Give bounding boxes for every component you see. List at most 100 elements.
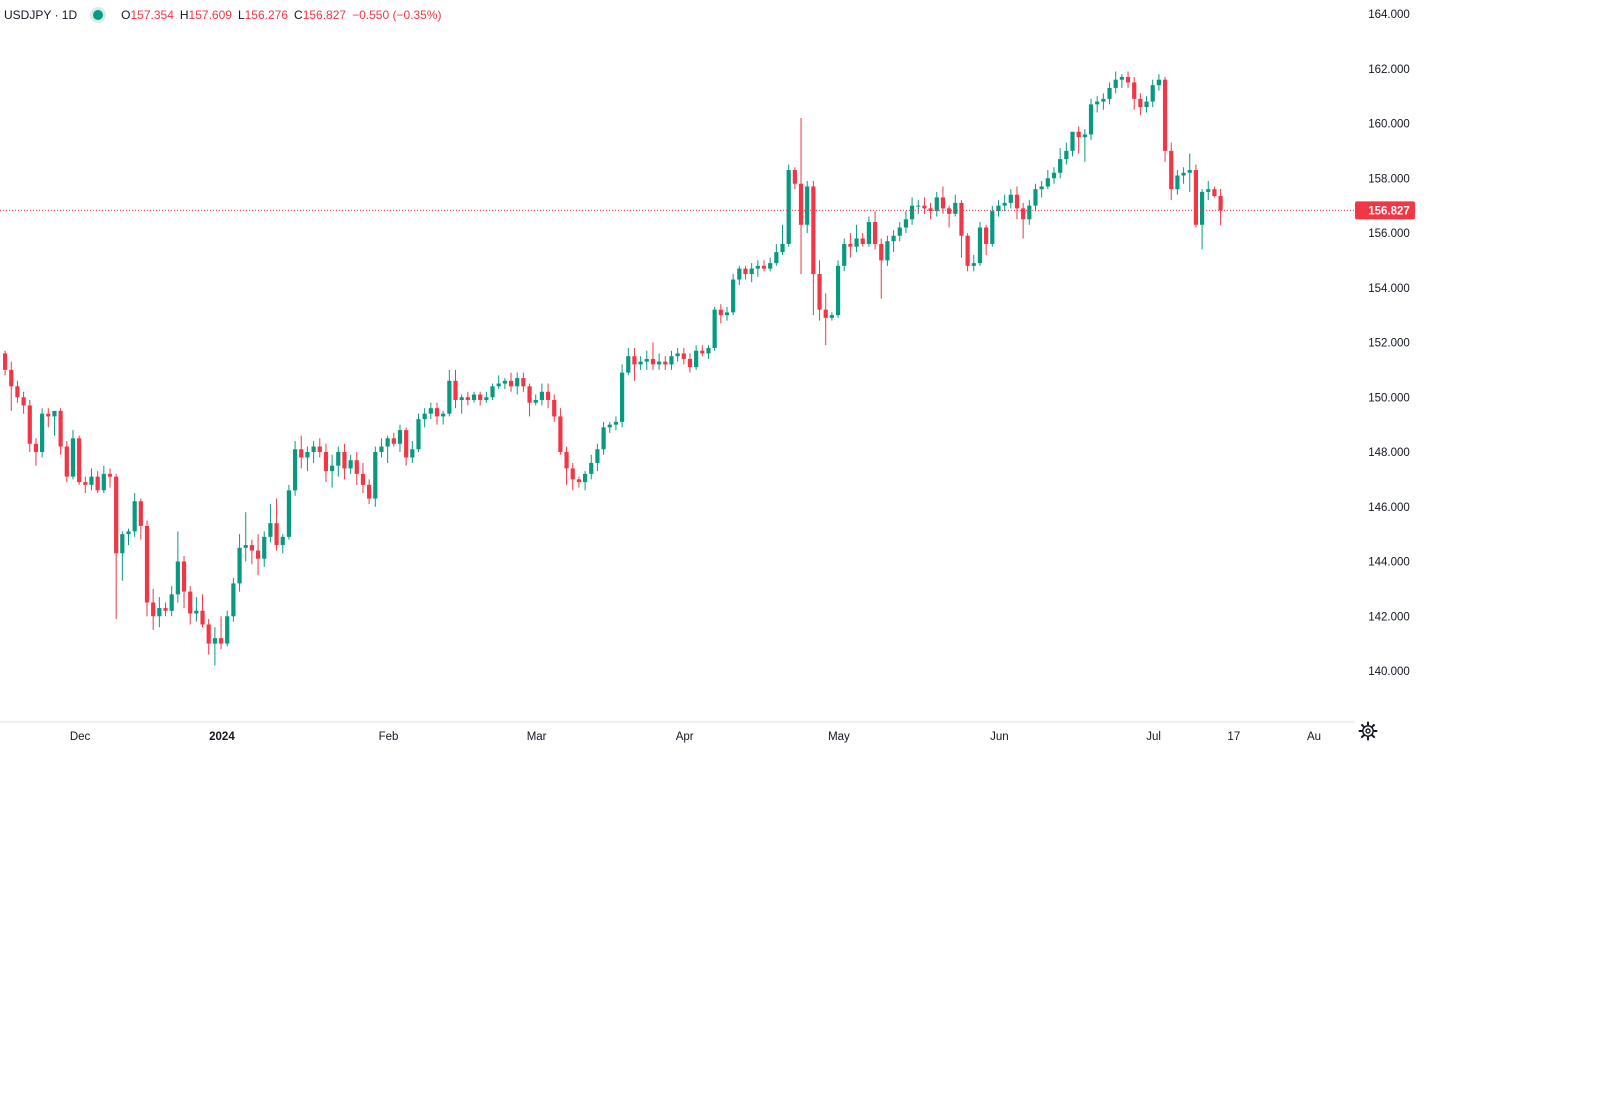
candle — [515, 372, 520, 395]
candle — [157, 597, 162, 628]
candle — [373, 446, 378, 507]
candle — [286, 484, 292, 540]
candle — [465, 391, 470, 406]
candle — [218, 616, 224, 650]
candle-body — [157, 608, 162, 617]
candle — [1144, 96, 1149, 113]
candle — [539, 383, 544, 406]
candle-body — [768, 263, 773, 269]
candle — [1045, 170, 1050, 190]
candle-body — [595, 449, 600, 463]
candle-body — [934, 197, 939, 212]
candle — [1014, 186, 1020, 220]
candle — [336, 446, 341, 477]
candle — [70, 430, 76, 480]
candle-body — [89, 476, 94, 485]
candle-body — [1132, 82, 1137, 99]
candle — [428, 402, 433, 420]
candle — [718, 304, 723, 324]
candle-body — [1199, 191, 1205, 225]
candle — [231, 577, 236, 622]
candle-body — [761, 265, 767, 269]
candle — [114, 473, 119, 619]
candle — [83, 476, 88, 494]
candle-body — [453, 380, 458, 400]
candle — [206, 618, 211, 655]
candle — [681, 347, 686, 365]
candle — [996, 200, 1001, 217]
candle-body — [798, 183, 804, 225]
candle-body — [262, 536, 267, 559]
symbol-interval[interactable]: USDJPY · 1D — [4, 8, 78, 22]
candle — [484, 391, 489, 403]
time-axis[interactable]: Dec 2024 Feb Mar Apr May Jun Jul 17 Au — [0, 721, 1355, 743]
candle-body — [977, 227, 983, 264]
candle — [354, 452, 359, 485]
candle-body — [805, 186, 810, 225]
candle — [305, 446, 310, 472]
candle — [922, 197, 927, 214]
gear-icon[interactable] — [1358, 721, 1378, 741]
candle — [453, 369, 458, 409]
candle — [848, 233, 853, 258]
candle — [95, 471, 100, 494]
candle — [64, 441, 69, 483]
candle — [644, 350, 649, 370]
candle-body — [508, 380, 514, 387]
candle-body — [632, 356, 637, 365]
candle — [749, 263, 754, 283]
candle — [317, 438, 322, 458]
candle-body — [114, 476, 119, 554]
candle — [632, 347, 637, 381]
candle-body — [1064, 150, 1069, 160]
x-tick-label: 17 — [1227, 731, 1240, 743]
candle — [1082, 128, 1087, 162]
candle-body — [367, 484, 372, 499]
candle — [311, 441, 316, 463]
candle-body — [681, 353, 686, 359]
candle — [817, 260, 822, 321]
candle — [169, 586, 174, 617]
candle — [558, 408, 563, 455]
candle-body — [835, 265, 841, 316]
candle-body — [490, 386, 495, 398]
x-tick-label: Jul — [1146, 731, 1161, 743]
candle-body — [305, 452, 310, 458]
candle-body — [1095, 101, 1100, 105]
candle-body — [694, 350, 699, 368]
candle-body — [829, 315, 834, 318]
candle — [138, 498, 143, 540]
candle-body — [564, 452, 569, 469]
candle-body — [1162, 79, 1168, 151]
y-tick-label: 148.000 — [1368, 447, 1410, 459]
candle — [687, 353, 693, 373]
candle — [842, 238, 847, 272]
candle — [903, 211, 909, 233]
candle — [126, 528, 131, 546]
candle — [1218, 188, 1223, 226]
candle-body — [1150, 85, 1155, 102]
price-axis[interactable]: 164.000 162.000 160.000 158.000 156.000 154.0… — [1368, 9, 1410, 678]
candle-body — [774, 252, 779, 264]
candle-body — [916, 205, 921, 207]
candle — [268, 504, 273, 543]
candle-body — [626, 356, 631, 373]
candle — [212, 627, 217, 666]
candle — [249, 539, 254, 565]
candle-body — [1187, 170, 1192, 173]
candle-body — [471, 394, 477, 400]
candle — [1199, 189, 1205, 250]
candle — [1027, 200, 1032, 225]
candle — [342, 443, 347, 480]
candle-body — [854, 238, 859, 247]
high-value: 157.609 — [188, 8, 232, 22]
candle — [496, 375, 501, 390]
candle-body — [1002, 202, 1007, 206]
low-value: 156.276 — [244, 8, 289, 22]
candle-body — [175, 561, 180, 595]
candle-body — [379, 446, 384, 452]
price-chart[interactable]: 164.000 162.000 160.000 158.000 156.000 154.0… — [0, 0, 1611, 760]
candle-body — [786, 170, 791, 244]
candle — [712, 306, 717, 351]
candle — [601, 421, 606, 455]
